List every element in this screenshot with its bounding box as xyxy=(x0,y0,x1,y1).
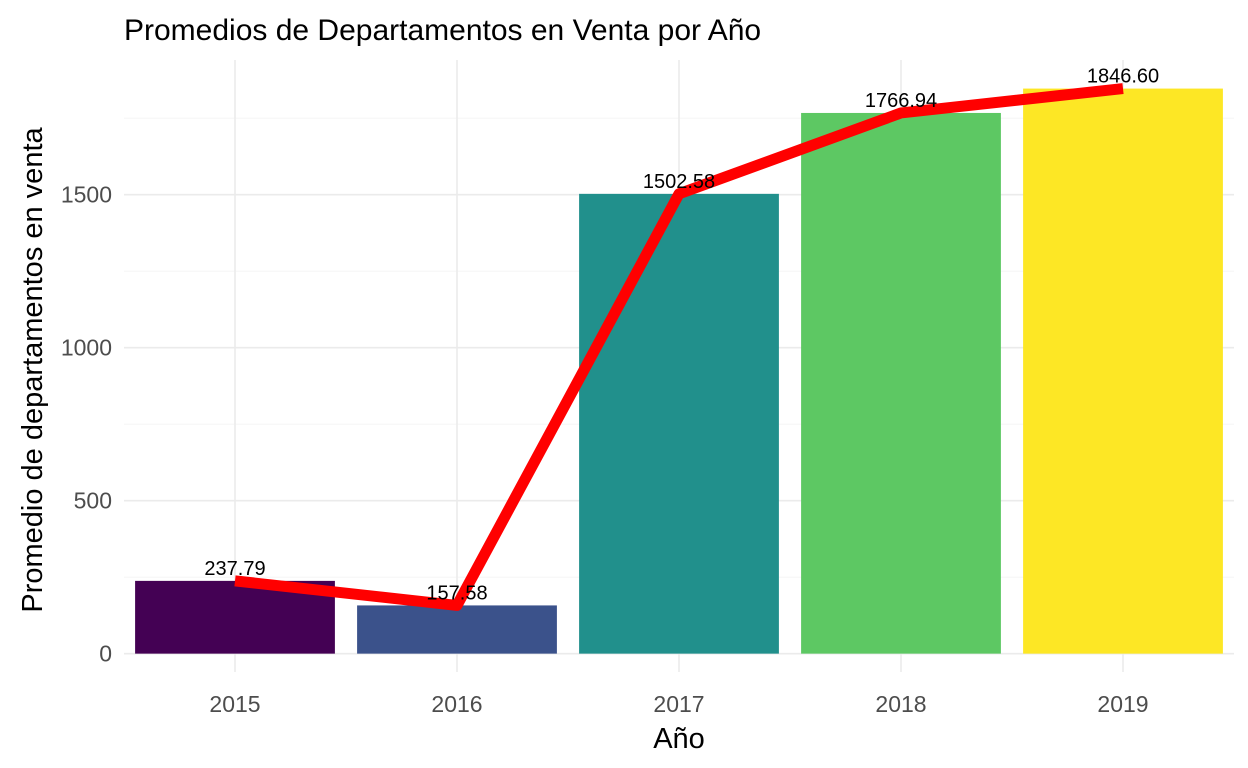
data-label-2018: 1766.94 xyxy=(865,90,937,112)
bar-2017 xyxy=(579,193,779,654)
chart-title: Promedios de Departamentos en Venta por … xyxy=(124,14,761,47)
trend-line xyxy=(234,83,1124,611)
x-tick-label: 2015 xyxy=(209,691,260,717)
x-axis-title: Año xyxy=(653,723,705,755)
data-label-2015: 237.79 xyxy=(204,558,265,580)
y-tick-label: 500 xyxy=(74,488,112,514)
x-axis-ticks: 2015 2016 2017 2018 2019 xyxy=(209,691,1148,717)
y-tick-label: 1500 xyxy=(61,182,112,208)
x-tick-label: 2018 xyxy=(875,691,926,717)
y-axis-title: Promedio de departamentos en venta xyxy=(17,127,49,613)
x-tick-label: 2016 xyxy=(431,691,482,717)
line-overlay xyxy=(234,83,1124,611)
bar-2018 xyxy=(801,112,1001,654)
bar-2019 xyxy=(1023,88,1223,654)
x-tick-label: 2019 xyxy=(1097,691,1148,717)
y-tick-label: 0 xyxy=(99,641,112,667)
data-label-2016: 157.58 xyxy=(426,582,487,604)
bars xyxy=(135,88,1223,654)
data-label-2017: 1502.58 xyxy=(643,171,715,193)
x-tick-label: 2017 xyxy=(653,691,704,717)
data-label-2019: 1846.60 xyxy=(1087,66,1159,88)
data-labels: 237.79 157.58 1502.58 1766.94 1846.60 xyxy=(204,66,1159,605)
y-tick-label: 1000 xyxy=(61,335,112,361)
y-axis-ticks: 0 500 1000 1500 xyxy=(61,182,112,667)
bar-2016 xyxy=(357,605,557,654)
